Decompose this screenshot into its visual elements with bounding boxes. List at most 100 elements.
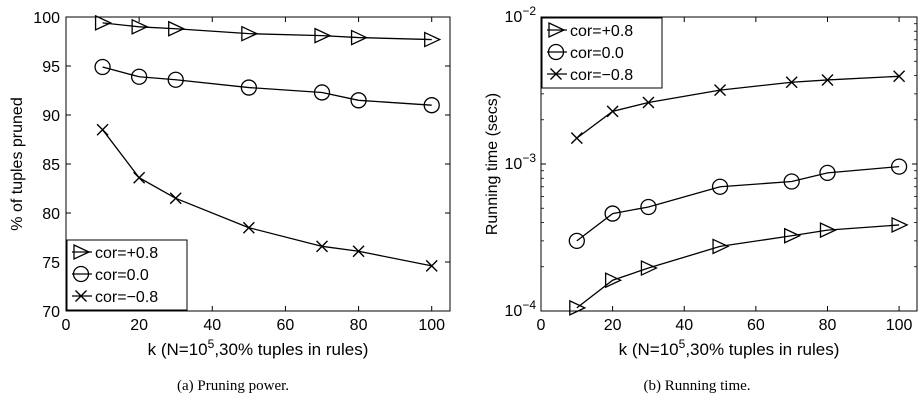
- data-point: [133, 171, 146, 184]
- x-tick-label: 20: [604, 317, 622, 334]
- legend-label: cor=−0.8: [95, 289, 158, 306]
- x-axis-label-rest: ,30% tuples in rules): [685, 340, 839, 359]
- legend-label: cor=−0.8: [570, 67, 633, 84]
- data-point: [94, 14, 113, 31]
- data-point: [169, 192, 182, 205]
- data-point: [241, 25, 259, 42]
- data-point: [425, 259, 438, 272]
- x-tick-label: 40: [675, 317, 693, 334]
- data-point: [783, 173, 800, 190]
- data-point: [350, 29, 369, 46]
- x-tick-label: 40: [203, 317, 221, 334]
- x-axis-label-base: k (N=10: [148, 340, 208, 359]
- data-point: [350, 92, 367, 109]
- legend-marker: [550, 68, 562, 80]
- data-point: [711, 178, 729, 195]
- caption: (b) Running time.: [643, 378, 750, 394]
- x-axis-label-sup: 5: [679, 337, 686, 351]
- data-point: [784, 227, 802, 244]
- data-point: [313, 84, 331, 101]
- legend-label: cor=0.0: [570, 45, 624, 62]
- y-tick-label: 10−4: [505, 298, 537, 320]
- data-point: [94, 58, 111, 76]
- legend-marker: [548, 21, 566, 39]
- y-tick-label-exp: −3: [522, 151, 536, 165]
- x-axis-label-base: k (N=10: [619, 340, 679, 359]
- series-cor-plus-0-8: [94, 14, 442, 48]
- data-point: [168, 20, 186, 37]
- y-tick-label-exp: −4: [522, 298, 536, 312]
- series-cor-minus-0-8: [570, 70, 906, 145]
- series-cor-plus-0-8: [569, 216, 909, 316]
- y-axis-label: % of tuples pruned: [9, 97, 26, 230]
- data-point: [316, 240, 328, 253]
- x-tick-label: 60: [277, 317, 295, 334]
- y-tick-label: 85: [42, 157, 60, 174]
- data-point: [240, 79, 258, 96]
- y-tick-label-base: 10: [505, 9, 523, 26]
- legend-label: cor=+0.8: [570, 23, 633, 40]
- y-tick-label: 75: [42, 255, 60, 272]
- data-point: [604, 272, 623, 289]
- data-point: [424, 31, 442, 48]
- y-tick-label: 10−2: [505, 4, 537, 26]
- series-cor-0-0: [94, 58, 440, 114]
- data-point: [96, 123, 109, 136]
- legend: cor=+0.8 cor=0.0 cor=−0.8: [66, 239, 188, 311]
- series-line: [102, 22, 432, 41]
- series-cor-0-0: [568, 158, 908, 250]
- data-point: [570, 132, 583, 145]
- y-tick-label: 80: [42, 206, 60, 223]
- legend-marker: [75, 290, 87, 302]
- data-point: [642, 96, 655, 109]
- y-tick-label: 95: [42, 59, 60, 76]
- data-point: [242, 221, 255, 234]
- y-tick-label: 70: [42, 304, 60, 321]
- series-line: [576, 165, 900, 242]
- x-tick-label: 80: [350, 317, 368, 334]
- data-point: [167, 71, 184, 88]
- caption: (a) Pruning power.: [177, 378, 289, 394]
- x-tick-label: 20: [130, 317, 148, 334]
- series-line: [102, 66, 432, 106]
- x-tick-label: 80: [819, 317, 837, 334]
- x-tick-label: 100: [418, 317, 445, 334]
- data-point: [785, 76, 798, 89]
- y-tick-label: 100: [33, 10, 60, 27]
- legend-marker: [547, 43, 565, 61]
- data-point: [640, 260, 658, 277]
- data-point: [352, 245, 365, 258]
- x-axis-label-sup: 5: [208, 337, 215, 351]
- y-tick-label-base: 10: [505, 303, 523, 320]
- x-axis-label-rest: ,30% tuples in rules): [214, 340, 368, 359]
- x-tick-label: 0: [537, 317, 546, 334]
- data-point: [712, 238, 730, 255]
- x-tick-label: 0: [62, 317, 71, 334]
- data-point: [314, 27, 332, 44]
- data-point: [821, 73, 834, 86]
- y-tick-label-exp: −2: [522, 4, 536, 18]
- x-axis-label: k (N=105,30% tuples in rules): [148, 337, 369, 359]
- data-point: [568, 232, 585, 250]
- data-point: [606, 105, 619, 118]
- data-point: [640, 198, 657, 216]
- data-point: [893, 70, 906, 83]
- data-point: [131, 18, 149, 35]
- legend: cor=+0.8 cor=0.0 cor=−0.8: [541, 17, 663, 89]
- data-point: [891, 216, 909, 233]
- data-point: [569, 299, 587, 316]
- x-tick-label: 60: [747, 317, 765, 334]
- data-point: [130, 68, 148, 85]
- y-tick-label: 10−3: [505, 151, 537, 173]
- legend-label: cor=+0.8: [95, 245, 158, 262]
- y-axis-label: Running time (secs): [484, 93, 501, 235]
- legend-marker: [72, 265, 90, 283]
- data-point: [604, 205, 621, 222]
- data-point: [714, 84, 727, 97]
- data-point: [423, 97, 440, 114]
- data-point: [819, 164, 836, 182]
- legend-marker: [73, 243, 91, 261]
- series-cor-minus-0-8: [96, 123, 438, 272]
